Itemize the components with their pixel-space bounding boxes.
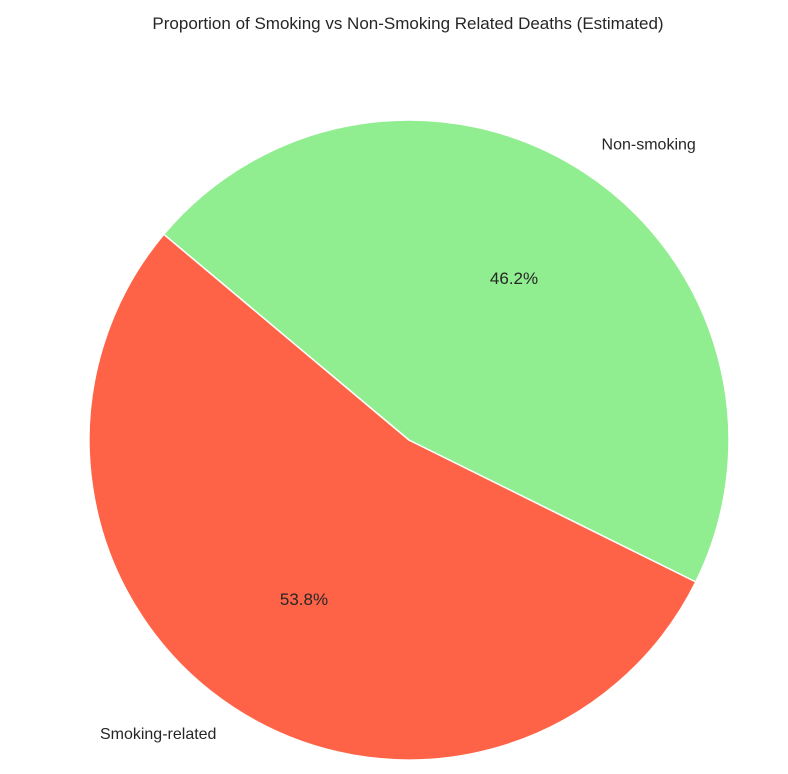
slice-percent-1: 46.2% (490, 269, 538, 288)
chart-title: Proportion of Smoking vs Non-Smoking Rel… (152, 14, 663, 33)
slice-label-1: Non-smoking (602, 137, 696, 154)
slice-label-0: Smoking-related (100, 726, 217, 743)
pie-slice-0 (88, 233, 697, 761)
slice-percent-0: 53.8% (280, 590, 328, 609)
pie-slice-1 (162, 119, 730, 583)
pie-slices (88, 119, 730, 761)
pie-labels: Smoking-related 53.8% Non-smoking 46.2% (100, 137, 696, 743)
